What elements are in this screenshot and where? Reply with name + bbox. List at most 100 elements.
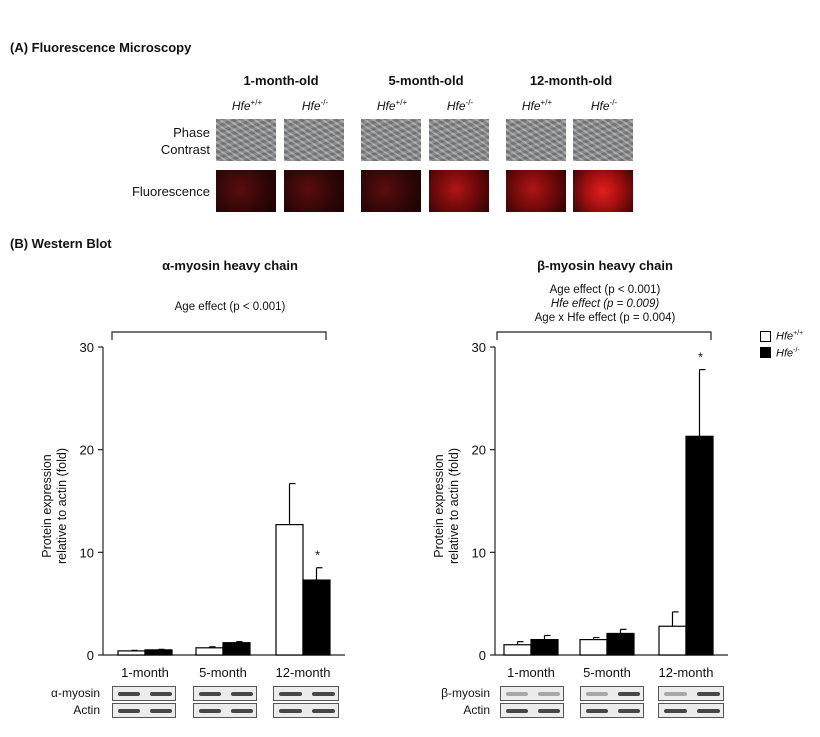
y-tick-label: 10 <box>472 545 486 560</box>
chart-beta-myosin: 0 10 20 30 Protein expression relative to act… <box>432 331 728 680</box>
fluorescence-image-1m-wt <box>216 170 276 212</box>
phase-image-1m-ko <box>284 119 344 161</box>
genotype-header-ko: Hfe-/- <box>446 98 474 113</box>
bar <box>685 435 714 656</box>
legend-label-ko: Hfe-/- <box>776 346 800 360</box>
blot-band <box>231 692 253 696</box>
legend-item-wt: Hfe+/+ <box>760 330 818 343</box>
actin-blot-strip <box>580 703 644 718</box>
blot-label-beta-myosin: β-myosin <box>441 686 490 700</box>
legend-label-wt: Hfe+/+ <box>776 330 804 343</box>
blot-band <box>279 709 302 713</box>
myosin-blot-strip <box>500 686 564 701</box>
blot-band <box>586 692 608 696</box>
blot-band <box>697 709 720 713</box>
chart-alpha-myosin: 0 10 20 30 Protein expression relative to act… <box>40 331 345 680</box>
blot-label-alpha-myosin: α-myosin <box>51 686 100 700</box>
y-tick-label: 0 <box>479 648 486 663</box>
blot-band <box>697 692 720 696</box>
x-tick-label: 1-month <box>121 665 169 680</box>
actin-blot-strip <box>658 703 724 718</box>
bar <box>222 642 251 656</box>
row-label-fluorescence: Fluorescence <box>131 184 210 199</box>
bar <box>302 579 331 656</box>
genotype-header-wt: Hfe+/+ <box>376 98 408 113</box>
actin-blot-strip <box>500 703 564 718</box>
blot-band <box>199 692 221 696</box>
phase-image-12m-ko <box>573 119 633 161</box>
bar <box>275 524 304 656</box>
bar <box>606 632 635 656</box>
genotype-header-wt: Hfe+/+ <box>231 98 263 113</box>
age-header-5-month: 5-month-old <box>388 73 464 88</box>
genotype-header-wt: Hfe+/+ <box>521 98 553 113</box>
x-tick-label: 5-month <box>583 665 631 680</box>
fluorescence-image-1m-ko <box>284 170 344 212</box>
significance-asterisk: * <box>315 548 320 563</box>
blot-band <box>538 692 560 696</box>
phase-image-1m-wt <box>216 119 276 161</box>
x-tick-label: 12-month <box>276 665 331 680</box>
blot-band <box>618 692 640 696</box>
blot-band <box>118 709 140 713</box>
y-tick-label: 30 <box>472 340 486 355</box>
annotation-beta-age-effect: Age effect (p < 0.001) <box>549 284 661 296</box>
x-tick-label: 12-month <box>659 665 714 680</box>
annotations-beta: Age effect (p < 0.001) Hfe effect (p = 0… <box>480 283 730 325</box>
actin-blot-strip <box>273 703 339 718</box>
myosin-blot-strip <box>193 686 257 701</box>
myosin-blot-strip <box>580 686 644 701</box>
blot-band <box>664 692 687 696</box>
legend-swatch-wt <box>760 330 771 342</box>
bar <box>503 644 532 656</box>
phase-image-12m-wt <box>506 119 566 161</box>
fluorescence-image-5m-ko <box>429 170 489 212</box>
annotation-beta-interaction: Age x Hfe effect (p = 0.004) <box>534 312 676 324</box>
significance-bracket <box>111 331 327 340</box>
significance-asterisk: * <box>698 350 703 365</box>
blot-band <box>312 709 335 713</box>
blot-band <box>506 709 528 713</box>
age-header-12-month: 12-month-old <box>529 73 613 88</box>
blot-band <box>312 692 335 696</box>
y-tick-label: 0 <box>87 648 94 663</box>
y-tick-label: 30 <box>80 340 94 355</box>
blot-band <box>664 709 687 713</box>
bar <box>117 650 146 656</box>
chart-title-alpha: α-myosin heavy chain <box>162 258 298 273</box>
fluorescence-image-12m-wt <box>506 170 566 212</box>
row-label-phase-contrast: Phase Contrast <box>100 124 210 158</box>
bar <box>579 639 608 656</box>
panel-b-label: (B) Western Blot <box>10 236 112 251</box>
blot-label-alpha-actin: Actin <box>73 703 100 717</box>
myosin-blot-strip <box>112 686 176 701</box>
blot-band <box>150 709 172 713</box>
blot-band <box>199 709 221 713</box>
phase-image-5m-ko <box>429 119 489 161</box>
fluorescence-image-12m-ko <box>573 170 633 212</box>
panel-a-label: (A) Fluorescence Microscopy <box>10 40 192 55</box>
blot-band <box>118 692 140 696</box>
myosin-blot-strip <box>273 686 339 701</box>
legend: Hfe+/+ Hfe-/- <box>760 330 818 359</box>
y-axis-label-line1: Protein expression <box>40 454 54 558</box>
blot-band <box>618 709 640 713</box>
fluorescence-image-5m-wt <box>361 170 421 212</box>
blot-band <box>506 692 528 696</box>
genotype-header-ko: Hfe-/- <box>590 98 618 113</box>
legend-item-ko: Hfe-/- <box>760 346 818 360</box>
row-label-phase-line2: Contrast <box>160 142 210 157</box>
phase-image-5m-wt <box>361 119 421 161</box>
row-label-phase-line1: Phase <box>173 125 210 140</box>
y-axis-label-line2: relative to actin (fold) <box>447 448 461 564</box>
bar <box>658 625 687 656</box>
x-tick-label: 5-month <box>199 665 247 680</box>
legend-swatch-ko <box>760 347 771 359</box>
bar <box>530 639 559 656</box>
y-tick-label: 10 <box>80 545 94 560</box>
annotation-alpha-age-effect: Age effect (p < 0.001) <box>174 301 286 313</box>
y-axis-label-line2: relative to actin (fold) <box>55 448 69 564</box>
genotype-header-ko: Hfe-/- <box>301 98 329 113</box>
actin-blot-strip <box>112 703 176 718</box>
blot-band <box>279 692 302 696</box>
